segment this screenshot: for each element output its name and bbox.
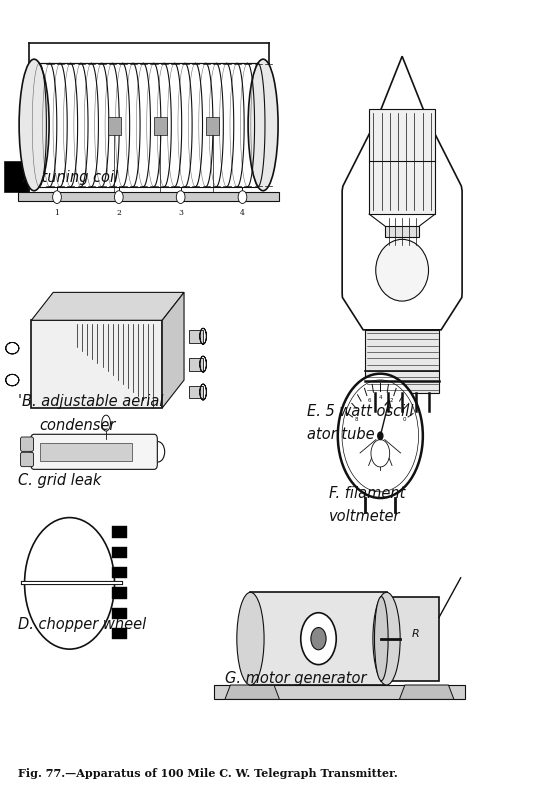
Ellipse shape [19,59,49,190]
Text: 4: 4 [240,209,245,217]
Text: voltmeter: voltmeter [328,510,400,524]
Ellipse shape [248,59,278,190]
Polygon shape [108,117,121,134]
Text: F. filament: F. filament [328,486,405,501]
Circle shape [378,432,383,440]
Circle shape [371,440,390,467]
FancyBboxPatch shape [31,434,157,470]
Polygon shape [31,320,162,408]
Ellipse shape [373,592,400,685]
Polygon shape [190,358,203,370]
Polygon shape [206,117,219,134]
Polygon shape [39,443,132,461]
Circle shape [115,190,123,203]
FancyBboxPatch shape [20,452,33,466]
Text: 1: 1 [55,209,59,217]
Polygon shape [250,592,386,685]
Circle shape [238,190,247,203]
Text: 0: 0 [402,417,406,422]
Polygon shape [381,597,439,681]
Circle shape [301,613,336,665]
Text: D. chopper wheel: D. chopper wheel [18,617,146,632]
Polygon shape [190,386,203,398]
Polygon shape [385,226,419,237]
Text: 3: 3 [178,209,183,217]
Text: condenser: condenser [39,418,116,433]
Polygon shape [153,117,167,134]
Polygon shape [162,292,184,408]
Polygon shape [365,330,439,393]
Polygon shape [4,162,28,191]
Text: 4: 4 [379,395,382,400]
Circle shape [342,380,419,492]
Polygon shape [342,56,462,330]
Polygon shape [112,567,127,578]
Polygon shape [112,526,127,538]
Polygon shape [112,628,127,639]
Polygon shape [18,191,279,201]
Circle shape [25,518,115,649]
Text: G. motor generator: G. motor generator [225,671,367,686]
Circle shape [176,190,185,203]
Text: C. grid leak: C. grid leak [18,474,101,488]
Polygon shape [225,685,279,699]
Text: 2: 2 [116,209,121,217]
Ellipse shape [376,239,429,301]
Text: A. tuning coil: A. tuning coil [23,170,119,186]
Polygon shape [31,292,184,320]
Polygon shape [112,546,127,558]
Circle shape [311,627,326,650]
Polygon shape [214,685,465,699]
Text: ator tube: ator tube [307,427,374,442]
Circle shape [338,374,423,498]
Polygon shape [190,330,203,342]
FancyBboxPatch shape [20,437,33,451]
Text: 6: 6 [367,398,371,403]
Polygon shape [369,109,435,214]
Polygon shape [112,608,127,619]
Polygon shape [112,587,127,598]
Text: 2: 2 [390,398,393,403]
Text: R: R [412,630,419,639]
Text: 'B. adjustable aerial: 'B. adjustable aerial [18,394,163,410]
Ellipse shape [374,597,388,681]
Polygon shape [399,685,454,699]
Text: Fig. 77.—Apparatus of 100 Mile C. W. Telegraph Transmitter.: Fig. 77.—Apparatus of 100 Mile C. W. Tel… [18,768,397,779]
Circle shape [53,190,61,203]
Text: 8: 8 [355,417,358,422]
Ellipse shape [237,592,264,685]
Text: E. 5 watt oscill: E. 5 watt oscill [307,404,413,419]
